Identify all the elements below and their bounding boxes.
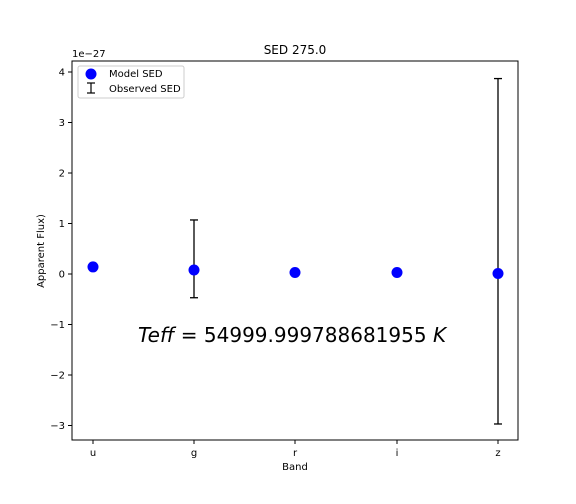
y-tick-label: −2 [50, 371, 65, 382]
model-point-g [188, 264, 200, 276]
legend-observed-label: Observed SED [109, 84, 181, 95]
x-axis-label: Band [282, 462, 308, 473]
y-tick-label: −3 [50, 421, 65, 432]
x-tick-label: g [191, 448, 197, 459]
y-axis-ticks: −3 −2 −1 0 1 2 3 4 [50, 68, 72, 432]
y-offset-text: 1e−27 [72, 49, 106, 60]
y-tick-label: 0 [59, 270, 65, 281]
observed-errorbars [190, 77, 502, 425]
model-point-r [289, 266, 301, 278]
model-point-u [87, 261, 99, 273]
y-tick-label: 2 [59, 169, 65, 180]
teff-annotation: Teff = 54999.999788681955 K [138, 323, 448, 347]
model-point-z [492, 267, 504, 279]
model-point-i [391, 266, 403, 278]
teff-value: = 54999.999788681955 [174, 323, 433, 347]
errorbar-g [190, 219, 198, 299]
y-tick-label: 1 [59, 219, 65, 230]
chart-title: SED 275.0 [264, 43, 327, 57]
y-tick-label: −1 [50, 320, 65, 331]
y-tick-label: 3 [59, 118, 65, 129]
teff-symbol: Teff [138, 323, 177, 347]
legend-model-label: Model SED [109, 69, 163, 80]
teff-unit: K [433, 323, 448, 347]
plot-area [72, 61, 518, 440]
errorbar-z [494, 77, 502, 425]
legend-model-marker [85, 68, 97, 80]
legend-box [77, 65, 185, 99]
legend: Model SED Observed SED [77, 65, 185, 99]
y-axis-label: Apparent Flux) [36, 214, 47, 288]
x-tick-label: u [90, 448, 96, 459]
x-tick-label: r [293, 448, 298, 459]
y-tick-label: 4 [59, 68, 65, 79]
x-tick-label: z [495, 448, 500, 459]
model-points [87, 261, 504, 279]
x-tick-label: i [396, 448, 399, 459]
